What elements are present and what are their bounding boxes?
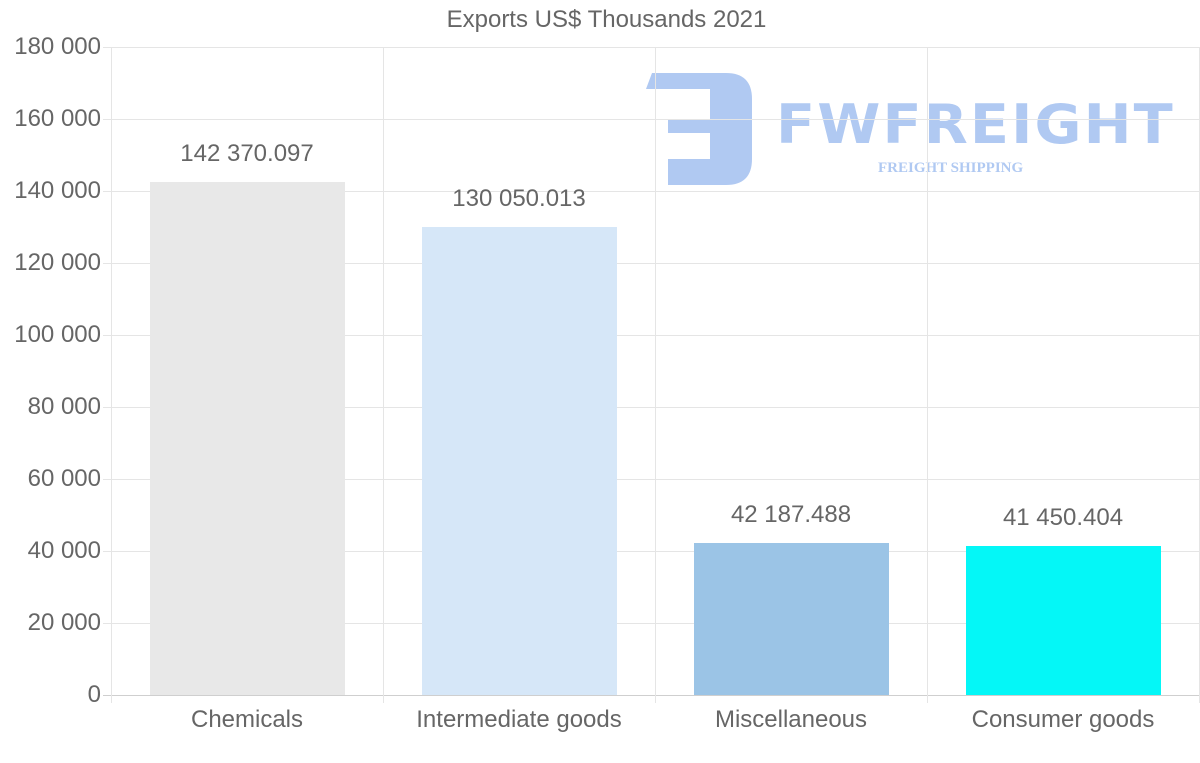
y-tick-label: 140 000 bbox=[14, 177, 101, 204]
y-tick-label: 60 000 bbox=[27, 465, 101, 492]
bar-consumer-goods[interactable] bbox=[965, 545, 1161, 695]
bar-chemicals[interactable] bbox=[149, 182, 345, 695]
watermark-tagline: FREIGHT SHIPPING bbox=[878, 160, 1024, 176]
bar-value-label: 42 187.488 bbox=[730, 501, 852, 529]
bar-miscellaneous[interactable] bbox=[693, 543, 889, 695]
bar-value-label: 142 370.097 bbox=[180, 140, 314, 168]
gridline-x bbox=[927, 47, 928, 703]
y-tick-label: 20 000 bbox=[27, 609, 101, 636]
x-tick-label: Consumer goods bbox=[971, 706, 1155, 733]
watermark-brand: FWFREIGHT bbox=[776, 93, 1175, 156]
y-tick-label: 160 000 bbox=[14, 105, 101, 132]
x-tick-label: Intermediate goods bbox=[416, 706, 622, 733]
gridline-y bbox=[103, 47, 1199, 48]
y-tick-label: 180 000 bbox=[14, 33, 101, 60]
gridline-y bbox=[103, 551, 1199, 552]
x-tick-label: Miscellaneous bbox=[714, 706, 868, 733]
y-tick-label: 40 000 bbox=[27, 537, 101, 564]
gridline-y bbox=[103, 623, 1199, 624]
chart-title: Exports US$ Thousands 2021 bbox=[446, 6, 767, 33]
gridline-y bbox=[103, 695, 1199, 696]
y-tick-label: 100 000 bbox=[14, 321, 101, 348]
y-tick-label: 80 000 bbox=[27, 393, 101, 420]
bar-value-label: 130 050.013 bbox=[452, 184, 586, 212]
x-tick-label: Chemicals bbox=[190, 706, 304, 733]
gridline-x bbox=[383, 47, 384, 703]
watermark-logo: FWFREIGHT FREIGHT SHIPPING bbox=[646, 73, 1173, 188]
plot-area: 142 370.097 130 050.013 42 187.488 41 450.4… bbox=[103, 47, 1200, 703]
gridline-x bbox=[655, 47, 656, 703]
gridline-y bbox=[103, 407, 1199, 408]
fwfreight-logo-icon bbox=[646, 73, 752, 185]
gridline-y bbox=[103, 479, 1199, 480]
y-tick-label: 0 bbox=[87, 681, 101, 708]
gridline-y bbox=[103, 335, 1199, 336]
bar-intermediate-goods[interactable] bbox=[421, 226, 617, 695]
gridline-x bbox=[111, 47, 112, 703]
gridline-y bbox=[103, 191, 1199, 192]
bar-value-label: 41 450.404 bbox=[1002, 503, 1124, 531]
gridline-y bbox=[103, 263, 1199, 264]
gridline-y bbox=[103, 119, 1199, 120]
y-tick-label: 120 000 bbox=[14, 249, 101, 276]
